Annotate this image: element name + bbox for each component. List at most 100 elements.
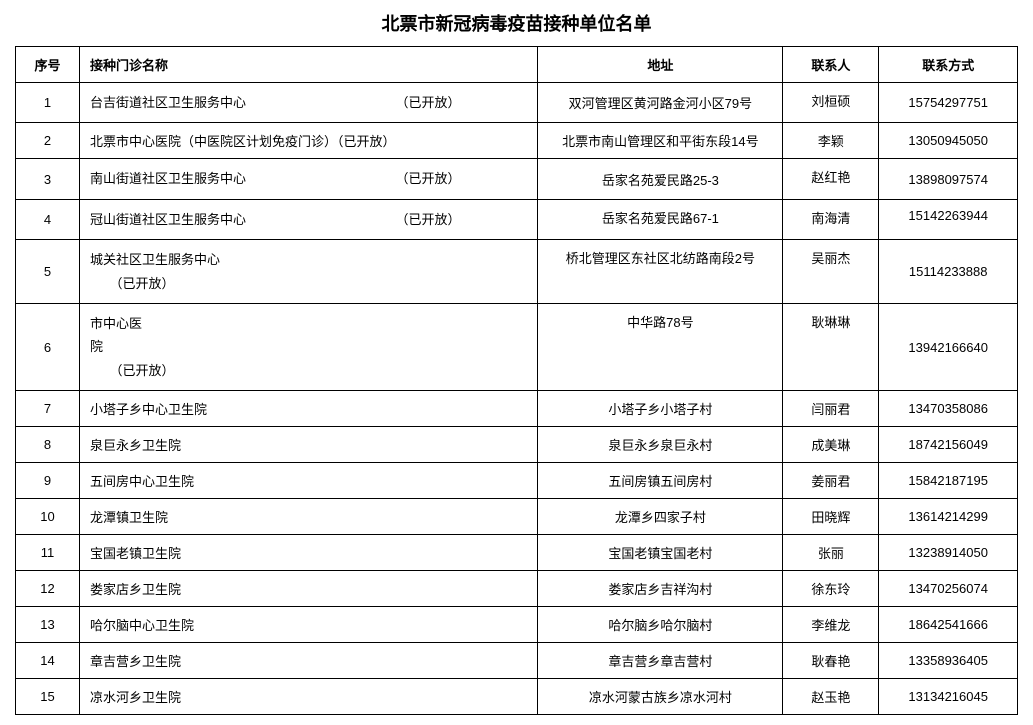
cell-name-text: 章吉营乡卫生院	[90, 651, 527, 670]
cell-phone: 18642541666	[879, 607, 1018, 643]
table-body: 1 台吉街道社区卫生服务中心 （已开放） 双河管理区黄河路金河小区79号 刘桓硕…	[16, 83, 1018, 715]
cell-seq: 7	[16, 391, 80, 427]
cell-name-text: 冠山街道社区卫生服务中心 （已开放）	[90, 208, 527, 231]
cell-name-text: 凉水河乡卫生院	[90, 687, 527, 706]
cell-contact: 成美琳	[783, 427, 879, 463]
cell-name-text: 龙潭镇卫生院	[90, 507, 527, 526]
cell-phone: 15842187195	[879, 463, 1018, 499]
cell-name: 泉巨永乡卫生院	[79, 427, 537, 463]
cell-name: 市中心医 院 （已开放）	[79, 303, 537, 390]
cell-phone: 15114233888	[879, 240, 1018, 304]
cell-name: 娄家店乡卫生院	[79, 571, 537, 607]
cell-addr: 桥北管理区东社区北纺路南段2号	[538, 240, 783, 304]
table-row: 11 宝国老镇卫生院 宝国老镇宝国老村 张丽 13238914050	[16, 535, 1018, 571]
cell-seq: 14	[16, 643, 80, 679]
cell-name: 五间房中心卫生院	[79, 463, 537, 499]
cell-addr: 章吉营乡章吉营村	[538, 643, 783, 679]
cell-seq: 3	[16, 159, 80, 199]
cell-seq: 4	[16, 199, 80, 239]
cell-name-text: 泉巨永乡卫生院	[90, 435, 527, 454]
cell-name-text: 市中心医 院 （已开放）	[90, 312, 527, 382]
cell-seq: 1	[16, 83, 80, 123]
cell-contact: 李维龙	[783, 607, 879, 643]
cell-addr: 岳家名苑爱民路67-1	[538, 199, 783, 239]
cell-name: 北票市中心医院（中医院区计划免疫门诊）（已开放）	[79, 123, 537, 159]
table-row: 14 章吉营乡卫生院 章吉营乡章吉营村 耿春艳 13358936405	[16, 643, 1018, 679]
table-row: 7 小塔子乡中心卫生院 小塔子乡小塔子村 闫丽君 13470358086	[16, 391, 1018, 427]
cell-name-text: 南山街道社区卫生服务中心 （已开放）	[90, 167, 527, 190]
cell-contact: 李颖	[783, 123, 879, 159]
cell-seq: 2	[16, 123, 80, 159]
cell-name-text: 城关社区卫生服务中心 （已开放）	[90, 248, 527, 295]
cell-seq: 15	[16, 679, 80, 715]
table-row: 1 台吉街道社区卫生服务中心 （已开放） 双河管理区黄河路金河小区79号 刘桓硕…	[16, 83, 1018, 123]
header-seq: 序号	[16, 47, 80, 83]
cell-addr: 中华路78号	[538, 303, 783, 390]
table-row: 13 哈尔脑中心卫生院 哈尔脑乡哈尔脑村 李维龙 18642541666	[16, 607, 1018, 643]
header-name: 接种门诊名称	[79, 47, 537, 83]
cell-addr: 凉水河蒙古族乡凉水河村	[538, 679, 783, 715]
cell-contact: 张丽	[783, 535, 879, 571]
cell-contact: 姜丽君	[783, 463, 879, 499]
table-header-row: 序号 接种门诊名称 地址 联系人 联系方式	[16, 47, 1018, 83]
cell-seq: 12	[16, 571, 80, 607]
cell-name-text: 宝国老镇卫生院	[90, 543, 527, 562]
cell-phone: 15754297751	[879, 83, 1018, 123]
table-row: 9 五间房中心卫生院 五间房镇五间房村 姜丽君 15842187195	[16, 463, 1018, 499]
cell-name: 哈尔脑中心卫生院	[79, 607, 537, 643]
table-row: 4 冠山街道社区卫生服务中心 （已开放） 岳家名苑爱民路67-1 南海清 151…	[16, 199, 1018, 239]
cell-phone: 13614214299	[879, 499, 1018, 535]
table-row: 8 泉巨永乡卫生院 泉巨永乡泉巨永村 成美琳 18742156049	[16, 427, 1018, 463]
cell-name-text: 哈尔脑中心卫生院	[90, 615, 527, 634]
table-row: 3 南山街道社区卫生服务中心 （已开放） 岳家名苑爱民路25-3 赵红艳 138…	[16, 159, 1018, 199]
cell-contact: 赵红艳	[783, 159, 879, 199]
cell-name-text: 北票市中心医院（中医院区计划免疫门诊）（已开放）	[90, 131, 527, 150]
page-title: 北票市新冠病毒疫苗接种单位名单	[15, 10, 1018, 36]
table-row: 10 龙潭镇卫生院 龙潭乡四家子村 田晓辉 13614214299	[16, 499, 1018, 535]
table-header: 序号 接种门诊名称 地址 联系人 联系方式	[16, 47, 1018, 83]
cell-phone: 13470256074	[879, 571, 1018, 607]
header-phone: 联系方式	[879, 47, 1018, 83]
cell-name: 城关社区卫生服务中心 （已开放）	[79, 240, 537, 304]
cell-addr: 小塔子乡小塔子村	[538, 391, 783, 427]
cell-addr: 娄家店乡吉祥沟村	[538, 571, 783, 607]
cell-contact: 耿春艳	[783, 643, 879, 679]
cell-seq: 13	[16, 607, 80, 643]
cell-contact: 南海清	[783, 199, 879, 239]
cell-name: 章吉营乡卫生院	[79, 643, 537, 679]
cell-addr: 岳家名苑爱民路25-3	[538, 159, 783, 199]
cell-addr: 龙潭乡四家子村	[538, 499, 783, 535]
cell-name: 宝国老镇卫生院	[79, 535, 537, 571]
cell-contact: 耿琳琳	[783, 303, 879, 390]
cell-name-text: 台吉街道社区卫生服务中心 （已开放）	[90, 91, 527, 114]
vaccination-sites-table: 序号 接种门诊名称 地址 联系人 联系方式 1 台吉街道社区卫生服务中心 （已开…	[15, 46, 1018, 715]
cell-name: 台吉街道社区卫生服务中心 （已开放）	[79, 83, 537, 123]
cell-name-text: 小塔子乡中心卫生院	[90, 399, 527, 418]
header-contact: 联系人	[783, 47, 879, 83]
cell-phone: 15142263944	[879, 199, 1018, 239]
cell-name: 冠山街道社区卫生服务中心 （已开放）	[79, 199, 537, 239]
cell-addr: 宝国老镇宝国老村	[538, 535, 783, 571]
cell-phone: 13942166640	[879, 303, 1018, 390]
cell-contact: 徐东玲	[783, 571, 879, 607]
cell-name: 龙潭镇卫生院	[79, 499, 537, 535]
cell-phone: 13238914050	[879, 535, 1018, 571]
cell-seq: 9	[16, 463, 80, 499]
cell-addr: 北票市南山管理区和平街东段14号	[538, 123, 783, 159]
cell-phone: 13050945050	[879, 123, 1018, 159]
cell-addr: 五间房镇五间房村	[538, 463, 783, 499]
cell-seq: 5	[16, 240, 80, 304]
cell-phone: 13470358086	[879, 391, 1018, 427]
table-row: 12 娄家店乡卫生院 娄家店乡吉祥沟村 徐东玲 13470256074	[16, 571, 1018, 607]
table-row: 2 北票市中心医院（中医院区计划免疫门诊）（已开放） 北票市南山管理区和平街东段…	[16, 123, 1018, 159]
cell-phone: 13358936405	[879, 643, 1018, 679]
cell-contact: 刘桓硕	[783, 83, 879, 123]
cell-contact: 田晓辉	[783, 499, 879, 535]
cell-seq: 6	[16, 303, 80, 390]
cell-seq: 10	[16, 499, 80, 535]
cell-seq: 11	[16, 535, 80, 571]
cell-name: 南山街道社区卫生服务中心 （已开放）	[79, 159, 537, 199]
cell-seq: 8	[16, 427, 80, 463]
cell-contact: 吴丽杰	[783, 240, 879, 304]
cell-phone: 13898097574	[879, 159, 1018, 199]
